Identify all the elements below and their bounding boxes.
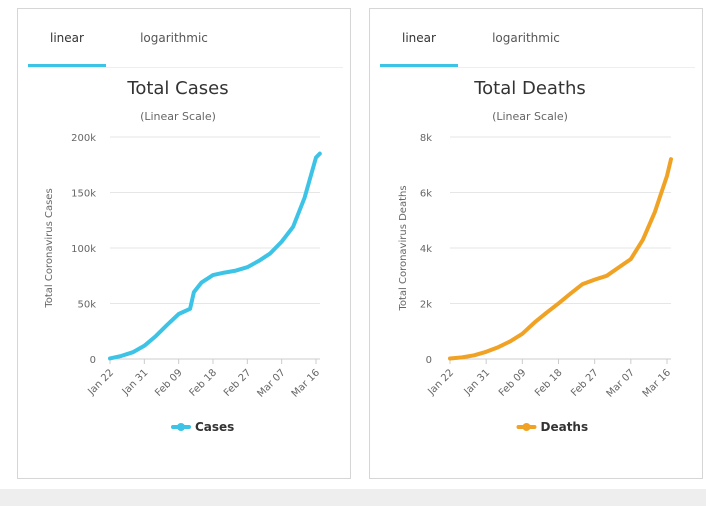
y-axis-label: Total Coronavirus Cases bbox=[44, 188, 55, 308]
y-tick-label: 0 bbox=[426, 355, 432, 366]
legend-point-marker bbox=[177, 423, 185, 431]
legend-point-marker bbox=[522, 423, 531, 431]
x-tick-label: Mar 07 bbox=[255, 367, 287, 399]
x-tick-label: Feb 18 bbox=[188, 367, 220, 399]
x-tick-label: Mar 07 bbox=[605, 367, 637, 399]
y-tick-label: 4k bbox=[420, 244, 432, 255]
tab-linear[interactable]: linear bbox=[380, 27, 458, 67]
y-tick-label: 50k bbox=[77, 300, 96, 311]
x-tick-label: Mar 16 bbox=[641, 367, 673, 399]
y-tick-label: 8k bbox=[420, 133, 432, 144]
x-tick-label: Feb 09 bbox=[497, 367, 529, 399]
x-tick-label: Jan 31 bbox=[462, 367, 493, 398]
legend-label: Deaths bbox=[541, 420, 589, 434]
chart-subtitle: (Linear Scale) bbox=[140, 110, 216, 123]
y-tick-label: 150k bbox=[71, 189, 96, 200]
y-tick-label: 0 bbox=[90, 355, 96, 366]
x-tick-label: Feb 27 bbox=[222, 367, 254, 399]
x-tick-label: Jan 31 bbox=[120, 367, 151, 398]
series-line-cases bbox=[108, 151, 322, 361]
x-tick-label: Jan 22 bbox=[425, 367, 456, 398]
deaths-chart-card: linear logarithmic Total Deaths (Linear S… bbox=[369, 8, 703, 479]
y-tick-label: 200k bbox=[71, 133, 96, 144]
cases-chart-card: linear logarithmic Total Cases (Linear Sc… bbox=[17, 8, 351, 479]
x-tick-label: Feb 27 bbox=[569, 367, 601, 399]
y-tick-label: 100k bbox=[71, 244, 96, 255]
footer-strip bbox=[0, 489, 706, 506]
x-tick-label: Feb 18 bbox=[533, 367, 565, 399]
series-line-deaths bbox=[448, 157, 673, 361]
scale-tabbar: linear logarithmic bbox=[380, 27, 695, 68]
chart-title: Total Deaths bbox=[473, 78, 586, 99]
chart-subtitle: (Linear Scale) bbox=[492, 110, 568, 123]
cases-chart: Total Cases (Linear Scale) 0 50k 100k 150k 200… bbox=[44, 78, 322, 434]
x-tick-label: Feb 09 bbox=[153, 367, 185, 399]
y-tick-label: 6k bbox=[420, 189, 432, 200]
chart-title: Total Cases bbox=[126, 78, 228, 99]
x-tick-label: Jan 22 bbox=[85, 367, 116, 398]
tab-logarithmic[interactable]: logarithmic bbox=[140, 31, 208, 45]
y-axis-label: Total Coronavirus Deaths bbox=[398, 185, 409, 311]
tab-linear[interactable]: linear bbox=[28, 27, 106, 67]
legend-label: Cases bbox=[195, 420, 234, 434]
y-tick-label: 2k bbox=[420, 300, 432, 311]
deaths-chart: Total Deaths (Linear Scale) 0 2k 4k 6k 8k Total… bbox=[398, 78, 673, 434]
scale-tabbar: linear logarithmic bbox=[28, 27, 343, 68]
tab-logarithmic[interactable]: logarithmic bbox=[492, 31, 560, 45]
x-tick-label: Mar 16 bbox=[290, 367, 322, 399]
